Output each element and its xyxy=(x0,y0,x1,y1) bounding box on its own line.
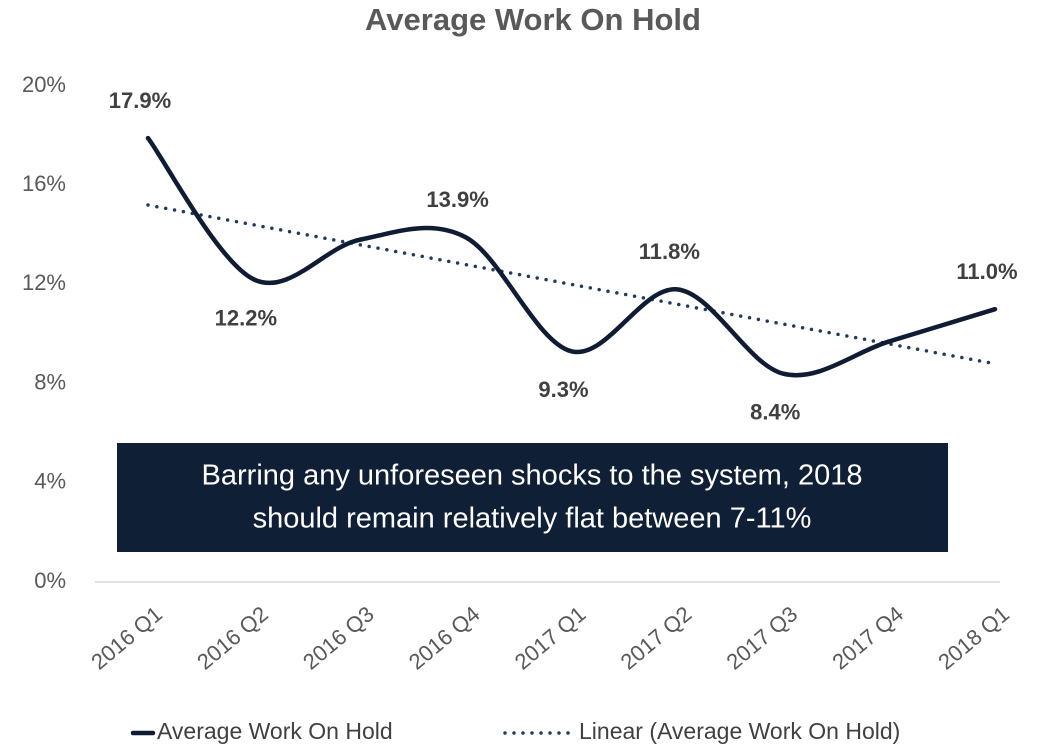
x-tick-label: 2017 Q4 xyxy=(827,601,908,674)
annotation-text: should remain relatively flat between 7-… xyxy=(253,503,812,535)
data-label: 12.2% xyxy=(215,305,277,330)
legend-label: Linear (Average Work On Hold) xyxy=(579,718,900,744)
data-label: 11.8% xyxy=(639,239,700,264)
y-tick-label: 8% xyxy=(34,369,66,394)
chart-title: Average Work On Hold xyxy=(365,2,701,37)
x-tick-label: 2016 Q2 xyxy=(192,601,273,674)
x-tick-label: 2017 Q1 xyxy=(510,601,591,674)
y-tick-label: 0% xyxy=(34,568,66,593)
annotation-box xyxy=(117,443,948,552)
x-tick-label: 2017 Q3 xyxy=(721,601,802,674)
x-tick-label: 2016 Q4 xyxy=(404,601,485,674)
data-label: 8.4% xyxy=(750,399,800,424)
data-label: 9.3% xyxy=(538,377,588,402)
x-tick-label: 2016 Q1 xyxy=(86,601,167,674)
data-label: 13.9% xyxy=(426,187,488,212)
y-tick-label: 4% xyxy=(34,469,66,494)
y-tick-label: 20% xyxy=(22,72,66,97)
data-label: 17.9% xyxy=(109,88,171,113)
annotation-text: Barring any unforeseen shocks to the sys… xyxy=(202,460,863,492)
legend-label: Average Work On Hold xyxy=(157,718,393,744)
trend-line xyxy=(146,203,997,366)
y-tick-label: 12% xyxy=(22,270,66,295)
y-tick-label: 16% xyxy=(22,171,66,196)
data-line xyxy=(145,135,998,378)
x-tick-label: 2018 Q1 xyxy=(933,601,1014,674)
data-label: 11.0% xyxy=(956,259,1017,284)
x-tick-label: 2017 Q2 xyxy=(616,601,697,674)
x-tick-label: 2016 Q3 xyxy=(298,601,379,674)
